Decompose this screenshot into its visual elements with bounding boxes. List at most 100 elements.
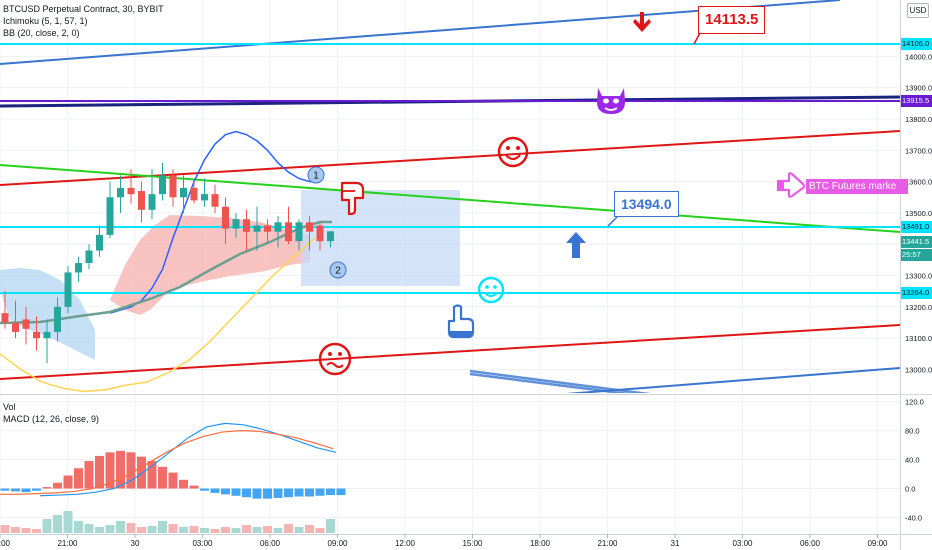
devil-face-icon[interactable]	[597, 88, 625, 114]
candle-body	[253, 225, 261, 232]
volume-bar	[315, 528, 325, 533]
macd-tick-label: -40.0	[905, 514, 922, 523]
tag-13915: 13915.5	[901, 95, 932, 107]
histogram-bar	[158, 466, 167, 489]
time-tick-label: 03:00	[732, 539, 753, 548]
time-axis[interactable]: 18:00 21:00 30 03:00 06:00 09:00 12:00 15:00 18:…	[0, 534, 932, 548]
candle-body	[117, 187, 124, 198]
time-tick-label: 21:00	[57, 539, 78, 548]
volume-bar	[252, 527, 262, 533]
volume-bar	[221, 527, 230, 533]
bb-legend[interactable]: BB (20, close, 2, 0)	[3, 28, 80, 38]
histogram-bar	[63, 475, 73, 489]
volume-bar	[263, 526, 272, 533]
price-tick-label: 13300.0	[905, 272, 932, 281]
trendline-red-lower[interactable]	[0, 324, 900, 380]
currency-button[interactable]: USD	[907, 3, 929, 18]
candle-body	[180, 187, 187, 198]
price-range-rectangle[interactable]	[301, 190, 460, 286]
btc-futures-note[interactable]: BTC Futures marke	[806, 179, 908, 194]
ichimoku-cloud-bullish	[0, 268, 95, 360]
histogram-bar	[305, 488, 314, 497]
histogram-bar	[11, 488, 20, 492]
candle-body	[306, 222, 313, 232]
candle-body	[232, 219, 240, 229]
price-tick-label: 13000.0	[905, 366, 932, 375]
candle-body	[127, 187, 135, 195]
trendline-green[interactable]	[0, 164, 900, 233]
volume-bar	[116, 521, 125, 533]
price-note-top[interactable]: 14113.5	[698, 6, 766, 34]
histogram-bar	[315, 488, 325, 496]
ichimoku-legend[interactable]: Ichimoku (5, 1, 57, 1)	[3, 16, 88, 26]
price-tick-label: 13600.0	[905, 178, 932, 187]
time-tick-label: 15:00	[462, 539, 483, 548]
histogram-bar	[242, 488, 251, 498]
histogram-bar	[126, 452, 136, 489]
candle-body	[43, 331, 51, 339]
smiley-cyan-icon[interactable]	[477, 276, 505, 304]
candle-body	[222, 206, 229, 229]
volume-bar	[42, 519, 52, 533]
marker-1[interactable]: 1	[307, 166, 325, 184]
candle-body	[138, 191, 145, 210]
histogram-bar	[221, 488, 230, 495]
macd-tick-label: 120.0	[905, 398, 924, 407]
hand-thumbs-down-icon[interactable]	[340, 181, 365, 216]
histogram-bar	[284, 488, 293, 498]
volume-bar	[273, 528, 283, 533]
arrow-up-icon[interactable]	[566, 232, 586, 258]
trendline-bottom-blue[interactable]	[540, 367, 900, 396]
symbol-legend[interactable]: BTCUSD Perpetual Contract, 30, BYBIT	[3, 4, 164, 14]
arrow-down-icon[interactable]	[633, 12, 651, 32]
candle-body	[148, 194, 156, 210]
tag-countdown: 25:57	[901, 249, 932, 261]
candle-body	[295, 222, 303, 242]
macd-legend[interactable]: MACD (12, 26, close, 9)	[3, 414, 100, 424]
histogram-bar	[116, 450, 125, 489]
time-tick-label: 31	[671, 539, 680, 548]
time-tick-label: 06:00	[260, 539, 281, 548]
macd-tick-label: 0.0	[905, 485, 915, 494]
macd-tick-label: 80.0	[905, 427, 920, 436]
price-note-mid[interactable]: 13494.0	[614, 191, 679, 217]
candle-body	[12, 322, 19, 332]
candle-body	[106, 197, 114, 235]
time-tick-label: 18:00	[0, 539, 11, 548]
trendline-double-1[interactable]	[469, 369, 680, 398]
trendline-double-2[interactable]	[469, 372, 660, 398]
smiley-red-icon[interactable]	[497, 136, 529, 168]
hand-pointing-right-icon[interactable]	[776, 172, 806, 198]
histogram-bar	[168, 472, 178, 489]
volume-bars	[0, 511, 335, 533]
candle-body	[169, 175, 177, 198]
marker-2[interactable]: 2	[329, 261, 347, 279]
candles	[1, 162, 334, 364]
candle-body	[85, 250, 93, 264]
time-tick-label: 06:00	[800, 539, 821, 548]
volume-bar	[0, 525, 10, 533]
confused-face-icon[interactable]	[318, 342, 352, 376]
hand-pointing-up-icon[interactable]	[447, 304, 475, 339]
volume-bar	[179, 527, 188, 533]
histogram-bar	[21, 488, 31, 493]
price-tick-label: 14000.0	[905, 52, 932, 61]
volume-bar	[168, 524, 178, 533]
candle-body	[64, 272, 72, 307]
candle-body	[33, 331, 40, 339]
histogram-bar	[84, 461, 94, 489]
vol-legend[interactable]: Vol	[3, 402, 16, 412]
volume-bar	[53, 515, 62, 533]
macd-axis[interactable]: 120.0 80.0 40.0 0.0 -40.0	[905, 398, 924, 523]
volume-bar	[294, 527, 304, 533]
price-tick-label: 13500.0	[905, 209, 932, 218]
histogram-bar	[326, 488, 335, 496]
histogram-bar	[252, 488, 262, 499]
bb-lower-band	[0, 237, 316, 393]
histogram-bar	[263, 488, 272, 499]
candle-body	[201, 194, 208, 201]
volume-bar	[74, 521, 83, 533]
macd-histogram	[0, 450, 346, 499]
volume-bar	[200, 528, 209, 533]
